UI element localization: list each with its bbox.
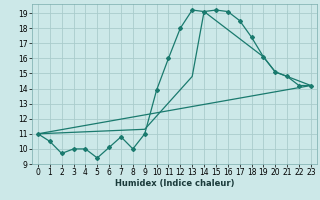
X-axis label: Humidex (Indice chaleur): Humidex (Indice chaleur) <box>115 179 234 188</box>
